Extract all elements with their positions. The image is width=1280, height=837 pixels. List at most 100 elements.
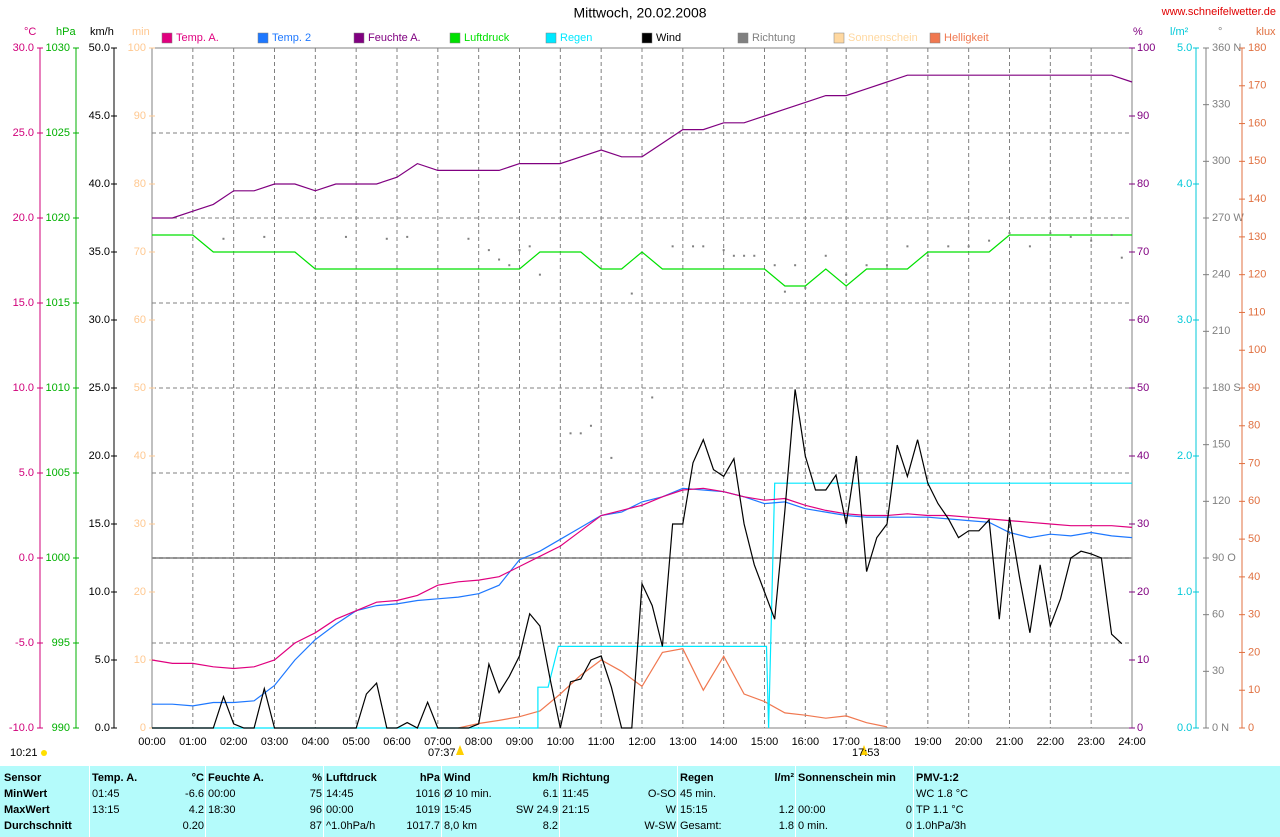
cell-left: TP 1.1 °C	[916, 804, 964, 816]
axis-unit: °C	[24, 26, 36, 38]
y-tick-label: 30	[1137, 518, 1149, 530]
y-tick-label: 0.0	[1177, 722, 1192, 734]
x-tick-label: 20:00	[955, 736, 983, 748]
x-tick-label: 00:00	[138, 736, 166, 748]
legend-label: Temp. A.	[176, 32, 219, 44]
x-tick-label: 08:00	[465, 736, 493, 748]
sun-icon	[41, 750, 47, 756]
cell-right: 0	[905, 804, 912, 816]
direction-dot	[498, 258, 501, 261]
y-tick-label: 35.0	[89, 246, 110, 258]
y-tick-label: 150	[1248, 155, 1266, 167]
y-tick-label: 180	[1248, 42, 1266, 54]
column-unit: l/m²	[774, 772, 794, 784]
axis-unit: %	[1133, 26, 1143, 38]
y-tick-label: 20.0	[89, 450, 110, 462]
direction-dot	[783, 290, 786, 293]
x-tick-label: 13:00	[669, 736, 697, 748]
x-tick-label: 16:00	[792, 736, 820, 748]
y-tick-label: 1000	[46, 552, 70, 564]
direction-dot	[1049, 232, 1052, 235]
x-tick-label: 18:00	[873, 736, 901, 748]
stats-table: Sensor Temp. A. °C Feuchte A.% Luftdruck hPa W…	[0, 766, 1280, 837]
y-tick-label: 210	[1212, 325, 1230, 337]
direction-dot	[671, 245, 674, 248]
cell-left: 21:15	[562, 804, 590, 816]
legend-swatch	[641, 32, 653, 44]
direction-dot	[1028, 245, 1031, 248]
y-tick-label: 80	[1137, 178, 1149, 190]
y-tick-label: 90	[1137, 110, 1149, 122]
y-tick-label: 1.0	[1177, 586, 1192, 598]
y-tick-label: 5.0	[1177, 42, 1192, 54]
y-tick-label: 180 S	[1212, 382, 1241, 394]
direction-dot	[651, 396, 654, 399]
y-tick-label: 90 O	[1212, 552, 1236, 564]
y-tick-label: 10	[1248, 684, 1260, 696]
direction-dot	[845, 273, 848, 276]
y-tick-label: 30.0	[13, 42, 34, 54]
y-tick-label: 20	[1248, 646, 1260, 658]
series-line	[152, 234, 1132, 287]
legend-label: Temp. 2	[272, 32, 311, 44]
cell-right: W	[665, 804, 676, 816]
legend-label: Wind	[656, 32, 681, 44]
direction-dot	[508, 264, 511, 267]
y-tick-label: 25.0	[89, 382, 110, 394]
column-separator	[795, 766, 796, 837]
y-tick-label: 80	[134, 178, 146, 190]
y-tick-label: 5.0	[19, 467, 34, 479]
direction-dot	[579, 432, 582, 435]
cell-right: SW 24.9	[515, 804, 558, 816]
y-tick-label: 60	[134, 314, 146, 326]
y-tick-label: 1005	[46, 467, 70, 479]
x-tick-label: 11:00	[588, 736, 615, 748]
direction-dot	[947, 245, 950, 248]
series-line	[151, 487, 1133, 670]
direction-dot	[886, 264, 888, 267]
sunrise-label: 07:37	[428, 747, 456, 759]
y-tick-label: 0.0	[19, 552, 34, 564]
cell-left: 11:45	[562, 788, 589, 800]
direction-dot	[1008, 232, 1011, 235]
y-tick-label: 1015	[46, 297, 70, 309]
y-tick-label: 150	[1212, 439, 1230, 451]
y-tick-label: 10.0	[89, 586, 110, 598]
x-tick-label: 23:00	[1077, 736, 1105, 748]
column-header: Sonnenschein min	[798, 772, 896, 784]
cell-right: 1017.7	[406, 820, 440, 832]
source: www.schneifelwetter.de	[1161, 6, 1276, 18]
cell-right: 87	[309, 820, 322, 832]
cell-left: 14:45	[326, 788, 354, 800]
y-tick-label: 240	[1212, 269, 1230, 281]
y-tick-label: 100	[128, 42, 146, 54]
cell-left: WC 1.8 °C	[916, 788, 969, 800]
chart-title: Mittwoch, 20.02.2008	[573, 5, 706, 21]
cell-right: O-SO	[647, 788, 676, 800]
cell-left: 8,0 km	[444, 820, 478, 832]
y-tick-label: 80	[1248, 420, 1260, 432]
cell-left: ^1.0hPa/h	[326, 820, 376, 832]
cell-left: 00:00	[208, 788, 236, 800]
y-tick-label: 100	[1137, 42, 1155, 54]
legend-swatch	[353, 32, 365, 44]
direction-dot	[518, 249, 521, 252]
x-tick-label: 05:00	[342, 736, 370, 748]
y-tick-label: 300	[1212, 155, 1230, 167]
direction-dot	[722, 249, 725, 252]
y-tick-label: 70	[134, 246, 146, 258]
direction-dot	[692, 245, 695, 248]
y-tick-label: 0.0	[95, 722, 110, 734]
direction-dot	[1069, 235, 1072, 238]
y-tick-label: 10.0	[13, 382, 34, 394]
column-unit: °C	[191, 772, 204, 784]
cell-right: 96	[309, 804, 322, 816]
y-tick-label: -5.0	[15, 637, 34, 649]
direction-dot	[743, 254, 746, 257]
direction-dot	[865, 264, 868, 267]
x-tick-label: 22:00	[1037, 736, 1065, 748]
series-line	[152, 389, 1123, 729]
x-tick-label: 02:00	[220, 736, 248, 748]
direction-dot	[988, 239, 991, 242]
y-tick-label: 5.0	[95, 654, 110, 666]
